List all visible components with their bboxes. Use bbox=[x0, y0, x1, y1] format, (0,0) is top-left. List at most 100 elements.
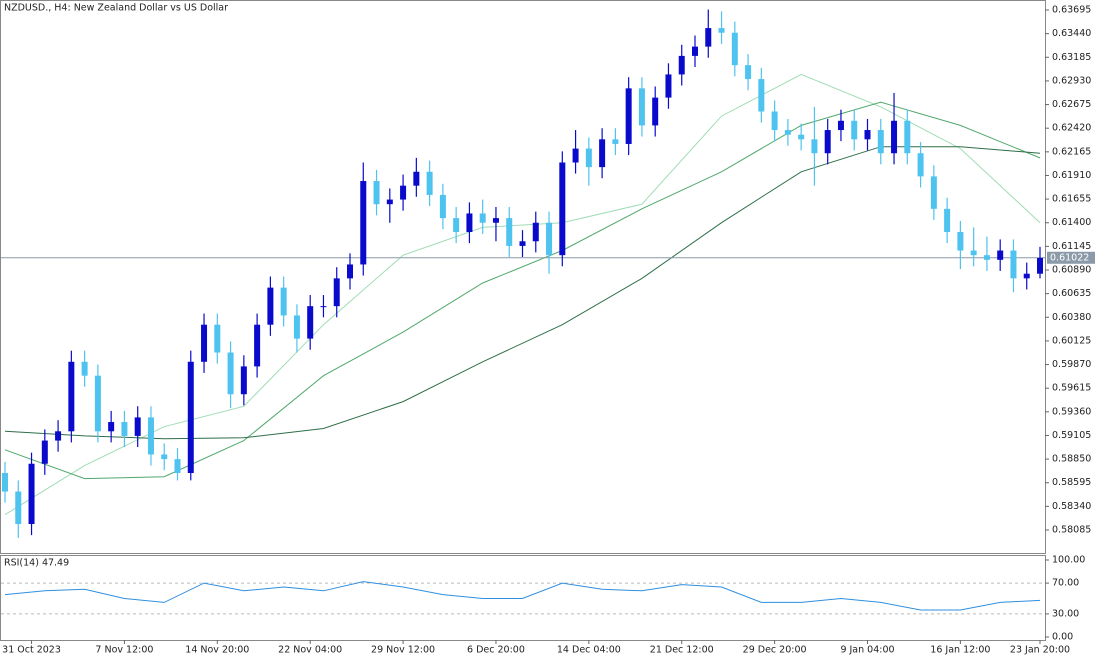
rsi-tick-label: 30.00 bbox=[1052, 608, 1079, 619]
candle-body bbox=[240, 366, 247, 395]
y-tick-label: 0.61910 bbox=[1052, 170, 1091, 181]
candle-body bbox=[559, 162, 566, 256]
candle-body bbox=[94, 375, 101, 432]
candle-body bbox=[572, 148, 579, 163]
candle-body bbox=[519, 241, 526, 246]
candle-body bbox=[466, 213, 473, 233]
candle-body bbox=[784, 130, 791, 135]
y-tick-label: 0.58595 bbox=[1052, 477, 1091, 488]
candle-body bbox=[134, 417, 141, 436]
candle-body bbox=[413, 171, 420, 186]
candle-body bbox=[55, 431, 62, 441]
price-panel bbox=[0, 0, 1046, 554]
candle-body bbox=[877, 130, 884, 154]
candle-body bbox=[360, 181, 367, 265]
candle-body bbox=[267, 287, 274, 325]
candle-body bbox=[506, 218, 513, 246]
rsi-label: RSI(14) 47.49 bbox=[4, 558, 69, 569]
candle-body bbox=[612, 139, 619, 144]
candle-body bbox=[426, 171, 433, 195]
candle-body bbox=[758, 79, 765, 112]
candle-body bbox=[811, 139, 818, 154]
y-tick-label: 0.59615 bbox=[1052, 383, 1091, 394]
candle-body bbox=[771, 111, 778, 131]
candle-body bbox=[320, 306, 327, 308]
candle-body bbox=[227, 352, 234, 395]
candle-body bbox=[2, 473, 8, 492]
moving-average bbox=[4, 146, 1041, 440]
y-tick-label: 0.61400 bbox=[1052, 217, 1091, 228]
candle-body bbox=[904, 120, 911, 154]
candle-body bbox=[214, 324, 221, 353]
moving-average bbox=[4, 73, 1041, 516]
candle-body bbox=[400, 185, 407, 200]
candle-body bbox=[147, 417, 154, 455]
x-tick-label: 16 Jan 12:00 bbox=[930, 645, 990, 656]
rsi-panel bbox=[0, 555, 1046, 641]
moving-average bbox=[4, 101, 1041, 480]
candle-body bbox=[718, 28, 725, 33]
candle-body bbox=[81, 361, 88, 376]
y-tick-label: 0.63440 bbox=[1052, 28, 1091, 39]
y-tick-label: 0.58085 bbox=[1052, 525, 1091, 536]
candle-body bbox=[678, 55, 685, 75]
x-tick-label: 9 Jan 04:00 bbox=[840, 645, 894, 656]
y-tick-label: 0.60380 bbox=[1052, 312, 1091, 323]
y-tick-label: 0.58850 bbox=[1052, 454, 1091, 465]
candle-body bbox=[254, 324, 261, 367]
candle-body bbox=[492, 218, 499, 223]
rsi-line bbox=[4, 581, 1041, 611]
candle-body bbox=[439, 194, 446, 219]
rsi-tick-label: 70.00 bbox=[1052, 578, 1079, 589]
y-tick-label: 0.59105 bbox=[1052, 430, 1091, 441]
candle-body bbox=[161, 454, 168, 460]
y-tick-label: 0.62675 bbox=[1052, 99, 1091, 110]
candle-body bbox=[15, 491, 22, 524]
y-tick-label: 0.59870 bbox=[1052, 359, 1091, 370]
candle-body bbox=[731, 32, 738, 66]
candle-body bbox=[585, 148, 592, 168]
last-price-label: 0.61022 bbox=[1050, 252, 1089, 263]
rsi-tick-label: 100.00 bbox=[1052, 555, 1085, 566]
y-tick-label: 0.59360 bbox=[1052, 406, 1091, 417]
candle-body bbox=[930, 176, 937, 209]
candle-body bbox=[307, 306, 314, 339]
candle-body bbox=[1010, 250, 1017, 279]
candle-body bbox=[546, 222, 553, 256]
candle-body bbox=[41, 440, 48, 464]
candle-body bbox=[837, 120, 844, 131]
candle-body bbox=[665, 74, 672, 98]
candle-body bbox=[599, 139, 606, 168]
candle-body bbox=[108, 422, 115, 432]
x-tick-label: 29 Dec 20:00 bbox=[743, 645, 807, 656]
candle-body bbox=[1037, 257, 1043, 274]
candle-body bbox=[824, 130, 831, 154]
y-tick-label: 0.60635 bbox=[1052, 288, 1091, 299]
candle-body bbox=[174, 459, 181, 474]
candle-body bbox=[891, 120, 898, 154]
candle-body bbox=[944, 208, 951, 233]
x-tick-label: 31 Oct 2023 bbox=[2, 645, 61, 656]
y-tick-label: 0.58340 bbox=[1052, 501, 1091, 512]
y-tick-label: 0.63695 bbox=[1052, 5, 1091, 16]
x-tick-label: 23 Jan 20:00 bbox=[1010, 645, 1070, 656]
y-tick-label: 0.61145 bbox=[1052, 241, 1091, 252]
x-tick-label: 21 Dec 12:00 bbox=[650, 645, 714, 656]
candle-body bbox=[386, 199, 393, 205]
candle-body bbox=[997, 250, 1004, 260]
x-tick-label: 14 Nov 20:00 bbox=[185, 645, 249, 656]
candle-body bbox=[983, 255, 990, 260]
candle-body bbox=[625, 88, 632, 144]
candle-body bbox=[917, 153, 924, 177]
candle-body bbox=[692, 46, 698, 56]
candle-body bbox=[373, 181, 380, 205]
candle-body bbox=[280, 287, 287, 316]
y-tick-label: 0.62930 bbox=[1052, 75, 1091, 86]
x-tick-label: 7 Nov 12:00 bbox=[95, 645, 153, 656]
candle-body bbox=[479, 213, 486, 223]
x-tick-label: 14 Dec 04:00 bbox=[557, 645, 621, 656]
y-tick-label: 0.60890 bbox=[1052, 265, 1091, 276]
last-price-box bbox=[1047, 251, 1095, 264]
candle-body bbox=[333, 278, 340, 307]
